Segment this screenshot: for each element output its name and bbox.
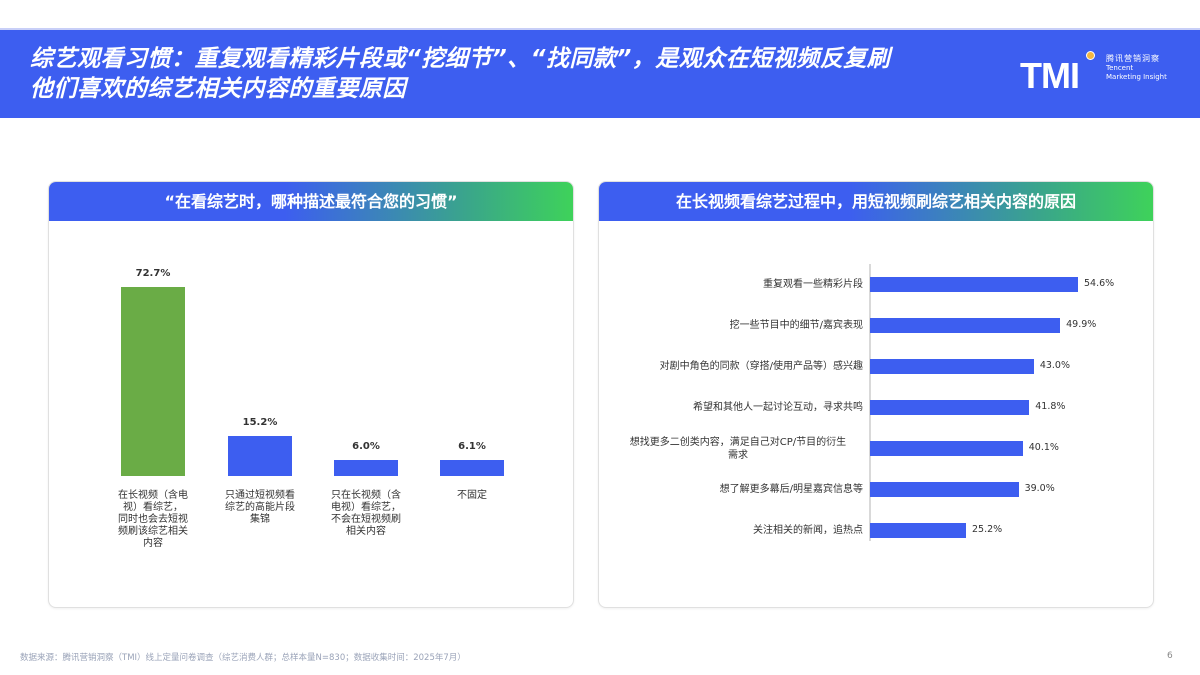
reason-bar-value: 54.6% [1084, 278, 1115, 289]
habit-category-label: 只通过短视频看 综艺的高能片段 集锦 [225, 490, 295, 525]
reason-bar [870, 522, 966, 538]
logo-text: 腾讯营销洞察 Tencent Marketing Insight [1106, 54, 1167, 82]
habit-bar-value: 6.1% [458, 441, 486, 453]
reason-bar-value: 49.9% [1066, 319, 1097, 330]
reason-category-label: 想了解更多幕后/明星嘉宾信息等 [719, 483, 863, 495]
reason-bar [870, 358, 1034, 374]
tmi-logo: TMI 腾讯营销洞察 Tencent Marketing Insight [1020, 46, 1190, 96]
habit-bar [440, 460, 504, 476]
habit-bar [228, 436, 292, 476]
reason-category-label: 关注相关的新闻，追热点 [753, 524, 863, 536]
reason-bar-value: 25.2% [972, 524, 1003, 535]
habit-bar-value: 15.2% [242, 417, 278, 429]
reason-bar-value: 40.1% [1028, 442, 1059, 453]
reason-category-label: 想找更多二创类内容，满足自己对CP/节目的衍生 需求 [629, 437, 847, 461]
slide-title-line-2: 他们喜欢的综艺相关内容的重要原因 [30, 76, 406, 102]
habit-chart-title: “在看综艺时，哪种描述最符合您的习惯” [49, 182, 573, 221]
logo-name-en-2: Marketing Insight [1106, 73, 1167, 81]
reason-bar [870, 481, 1019, 497]
reasons-chart-title: 在长视频看综艺过程中，用短视频刷综艺相关内容的原因 [599, 182, 1153, 221]
logo-name-cn: 腾讯营销洞察 [1106, 54, 1160, 63]
category-axis [869, 264, 871, 541]
reason-bar-value: 41.8% [1035, 401, 1066, 412]
slide-title-line-1: 综艺观看习惯：重复观看精彩片段或“挖细节”、“找同款”，是观众在短视频反复刷 [30, 46, 891, 72]
slide-title: 综艺观看习惯：重复观看精彩片段或“挖细节”、“找同款”，是观众在短视频反复刷 他… [30, 44, 890, 104]
reason-category-label: 希望和其他人一起讨论互动，寻求共鸣 [693, 401, 863, 413]
habit-bar-value: 6.0% [352, 441, 380, 453]
habit-category-label: 只在长视频（含 电视）看综艺， 不会在短视频刷 相关内容 [331, 490, 401, 537]
habit-bar [334, 460, 398, 476]
habit-category-label: 不固定 [457, 490, 487, 501]
reason-bar-value: 39.0% [1024, 483, 1055, 494]
logo-dot-icon [1086, 51, 1095, 60]
logo-name-en-1: Tencent [1106, 64, 1134, 72]
habit-bar [121, 286, 185, 476]
reason-bar-value: 43.0% [1039, 360, 1071, 371]
reason-bar [870, 276, 1079, 292]
reason-bar [870, 440, 1023, 456]
reasons-chart-panel: 在长视频看综艺过程中，用短视频刷综艺相关内容的原因 54.6% 重复观看一些精彩片… [598, 181, 1154, 608]
reason-category-label: 挖一些节目中的细节/嘉宾表现 [729, 319, 863, 331]
habit-bar-value: 72.7% [135, 267, 171, 279]
habit-category-label: 在长视频（含电 视）看综艺， 同时也会去短视 频刷该综艺相关 内容 [118, 490, 188, 549]
habit-bar-chart: 72.7% 在长视频（含电 视）看综艺， 同时也会去短视 频刷该综艺相关 内容 15.2% 只… [49, 182, 573, 607]
slide-header: 综艺观看习惯：重复观看精彩片段或“挖细节”、“找同款”，是观众在短视频反复刷 他… [0, 28, 1200, 118]
reason-bar [870, 317, 1061, 333]
logo-mark: TMI [1020, 55, 1080, 96]
reason-bar [870, 399, 1030, 415]
data-source-note: 数据来源：腾讯营销洞察（TMI）线上定量问卷调查（综艺消费人群；总样本量N=83… [20, 653, 466, 663]
reason-category-label: 对剧中角色的同款（穿搭/使用产品等）感兴趣 [659, 360, 863, 372]
reason-category-label: 重复观看一些精彩片段 [763, 278, 863, 290]
page-number: 6 [1167, 651, 1173, 661]
habit-chart-panel: “在看综艺时，哪种描述最符合您的习惯” 72.7% 在长视频（含电 视）看综艺， 同时… [48, 181, 574, 608]
